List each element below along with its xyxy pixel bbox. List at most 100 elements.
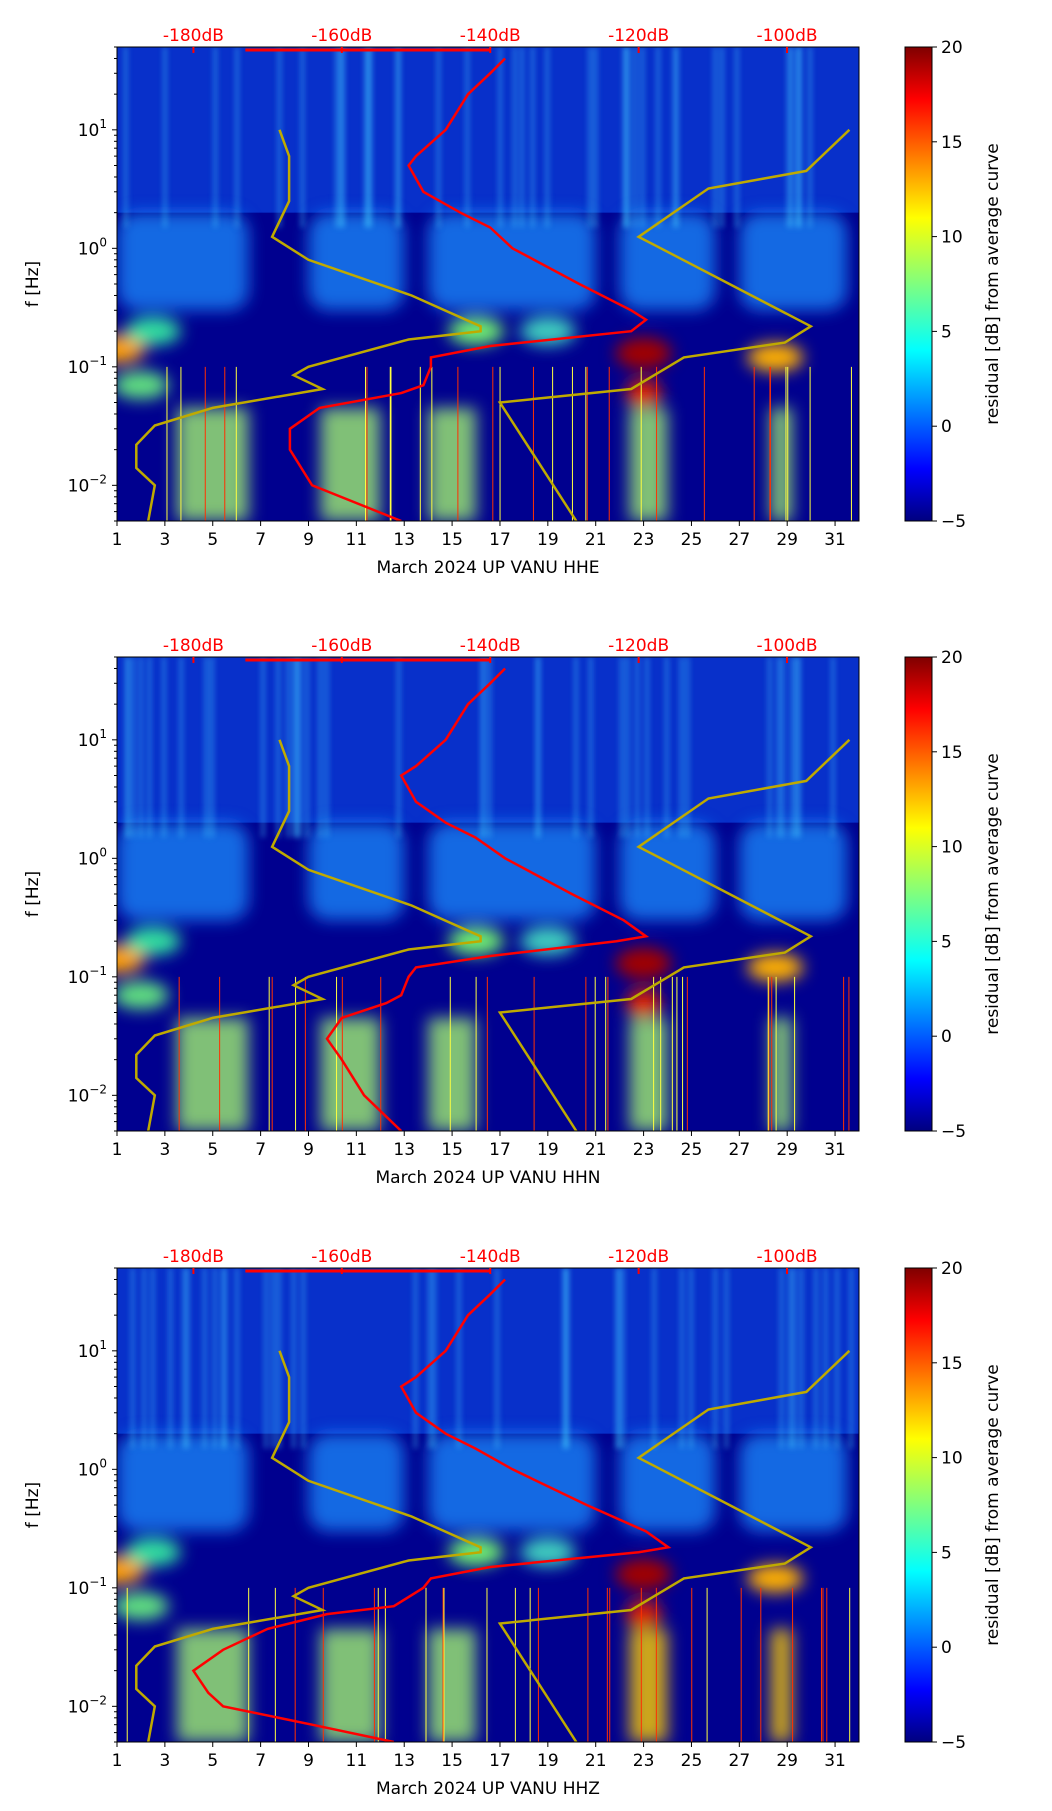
stripe — [481, 657, 485, 838]
x-axis-label: March 2024 UP VANU HHZ — [376, 1779, 600, 1799]
storm-peak-blob — [615, 947, 672, 980]
microseism-hump — [117, 822, 249, 921]
x-tick-label: 17 — [489, 530, 511, 550]
y-tick-label: 100 — [78, 1456, 107, 1480]
stripe — [640, 47, 644, 228]
top-db-tick-label: -120dB — [608, 1247, 669, 1267]
x-tick-label: 9 — [303, 1140, 314, 1160]
stripe — [797, 657, 801, 838]
colorbar-tick-label: 15 — [941, 1354, 963, 1374]
colorbar-label: residual [dB] from average curve — [983, 143, 1003, 424]
x-axis-label: March 2024 UP VANU HHN — [375, 1168, 600, 1188]
lf-energy-band — [428, 1628, 477, 1742]
x-tick-label: 3 — [159, 530, 170, 550]
stripe — [397, 657, 401, 838]
x-tick-label: 5 — [207, 1751, 218, 1771]
vertical-stripes — [125, 657, 835, 838]
y-tick-label: 100 — [78, 845, 107, 869]
stripe — [790, 657, 794, 838]
stripe — [779, 1268, 783, 1449]
stripe — [213, 47, 217, 228]
x-tick-label: 13 — [393, 1751, 415, 1771]
stripe — [223, 1268, 227, 1449]
stripe — [163, 47, 167, 228]
x-tick-label: 7 — [255, 1751, 266, 1771]
stripe — [139, 657, 143, 838]
stripe — [341, 47, 345, 228]
vertical-stripes — [131, 1268, 853, 1449]
x-tick-label: 3 — [159, 1751, 170, 1771]
stripe — [713, 1268, 717, 1449]
colorbar-tick-label: 0 — [941, 1638, 952, 1658]
stripe — [835, 1268, 839, 1449]
stripe — [620, 657, 624, 838]
top-db-tick-label: -160dB — [311, 1247, 372, 1267]
top-db-tick-label: -100dB — [757, 636, 818, 656]
stripe — [768, 657, 772, 838]
nhnm-curve — [497, 1349, 851, 1742]
top-db-tick-label: -140dB — [460, 26, 521, 46]
stripe — [276, 657, 280, 838]
stripe — [487, 657, 491, 838]
stripe — [564, 1268, 568, 1449]
stripe — [325, 657, 329, 838]
stripe — [364, 47, 368, 228]
stripe — [148, 657, 152, 838]
nlnm-curve — [135, 1350, 482, 1742]
lf-energy-band — [629, 1628, 668, 1742]
colorbar-tick-label: 15 — [941, 743, 963, 763]
colorbar-tick-label: 10 — [941, 1449, 963, 1469]
y-tick-label: 10−1 — [68, 1575, 107, 1599]
y-tick-base: 10 — [68, 476, 90, 496]
stripe — [798, 47, 802, 228]
y-axis-label: f [Hz] — [23, 261, 43, 307]
stripe — [781, 657, 785, 838]
energy-blob — [124, 1538, 181, 1567]
spectrogram-blobs — [117, 1433, 848, 1742]
colorbar-tick-label: 5 — [941, 932, 952, 952]
top-db-tick-label: -120dB — [608, 26, 669, 46]
stripe — [787, 47, 791, 228]
stripe — [574, 657, 578, 838]
nhnm-curve — [497, 738, 851, 1131]
x-tick-label: 21 — [585, 530, 607, 550]
lf-energy-band — [770, 1017, 792, 1131]
stripe — [264, 1268, 268, 1449]
y-tick-exponent: 1 — [99, 1338, 107, 1352]
stripe — [142, 1268, 146, 1449]
x-tick-label: 17 — [489, 1140, 511, 1160]
stripe — [277, 47, 281, 228]
stripe — [366, 47, 370, 228]
stripe — [179, 657, 183, 838]
lf-energy-band — [176, 1017, 249, 1131]
stripe — [531, 47, 535, 228]
x-tick-label: 3 — [159, 1140, 170, 1160]
stripe — [295, 657, 299, 838]
top-db-tick-label: -140dB — [460, 636, 521, 656]
y-tick-exponent: −2 — [89, 1082, 107, 1096]
stripe — [713, 47, 717, 228]
microseism-hump — [117, 212, 249, 311]
x-tick-label: 13 — [393, 530, 415, 550]
stripe — [277, 1268, 281, 1449]
stripe — [457, 1268, 461, 1449]
stripe — [428, 1268, 432, 1449]
energy-blob — [117, 1592, 169, 1621]
stripe — [261, 657, 265, 838]
microseism-hump — [619, 1433, 716, 1532]
colorbar — [904, 46, 933, 522]
x-tick-label: 31 — [824, 1751, 846, 1771]
colorbar-tick-label: 5 — [941, 1543, 952, 1563]
colorbar — [904, 1267, 933, 1743]
stripe — [689, 1268, 693, 1449]
y-tick-label: 101 — [78, 117, 107, 141]
stripe — [824, 1268, 828, 1449]
stripe — [720, 47, 724, 228]
stripe — [432, 1268, 436, 1449]
colorbar-tick-label: 0 — [941, 1027, 952, 1047]
stripe — [795, 657, 799, 838]
y-tick-exponent: −1 — [89, 354, 107, 368]
stripe — [635, 657, 639, 838]
stripe — [395, 47, 399, 228]
